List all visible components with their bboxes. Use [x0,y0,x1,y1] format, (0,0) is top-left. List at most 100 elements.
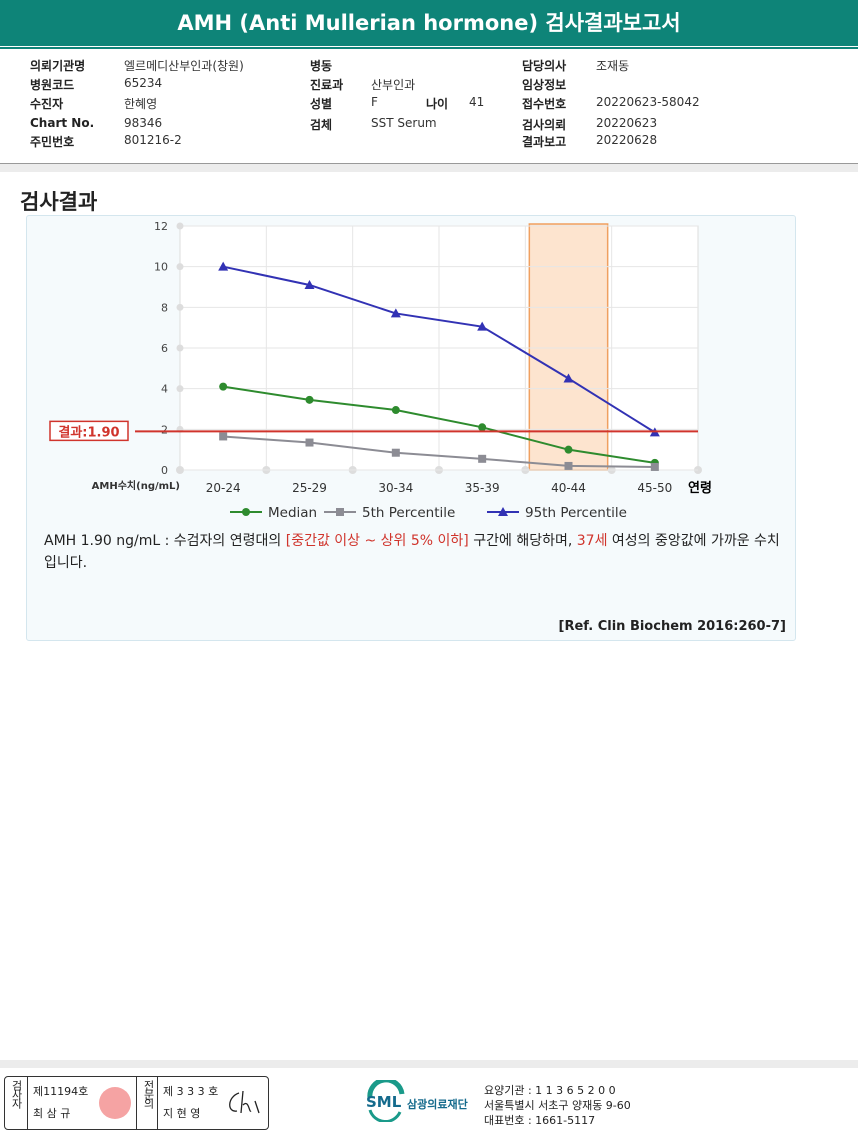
y-tick-label: 6 [161,342,168,355]
interpretation: AMH 1.90 ng/mL : 수검자의 연령대의 [중간값 이상 ~ 상위 … [44,530,784,574]
org-logo-mark [367,1080,405,1122]
highlight-band [528,223,609,471]
y-tick-label: 0 [161,464,168,477]
marker [477,321,488,331]
marker [305,395,314,404]
marker [304,279,315,289]
field-value: 98346 [124,116,163,130]
field-label: 접수번호 [522,97,567,111]
specialist-name: 지 현 영 [163,1107,201,1120]
marker [478,423,487,432]
marker [564,445,573,454]
field-value: 20220623-58042 [596,95,700,109]
specialist-license: 제 3 3 3 호 [163,1085,219,1098]
field-label: Chart No. [30,116,95,130]
field-value: 조재동 [596,59,630,73]
divider [0,163,858,172]
legend-label: 95th Percentile [525,505,627,521]
interp-range: [중간값 이상 ~ 상위 5% 이하] [285,533,469,549]
field-label: 임상정보 [522,78,567,92]
interp-text: 구간에 해당하며, [468,533,577,549]
marker [219,432,228,441]
marker [305,438,314,447]
header-rule [0,47,858,49]
org-logo: SML [366,1093,402,1111]
signature-box: 검사자 제11194호 최 삼 규 전문의 제 3 3 3 호 지 현 영 [4,1076,269,1130]
section-title: 검사결과 [20,190,98,214]
marker [391,406,400,415]
result-label-box [49,420,129,442]
field-label: 병원코드 [30,78,75,92]
legend-marker [242,508,250,516]
examiner-name: 최 삼 규 [33,1107,71,1120]
series-line [222,265,656,434]
cell-rule [136,1077,137,1129]
field-value: 산부인과 [371,78,416,92]
marker [478,454,487,463]
y-tick-label: 12 [154,220,168,233]
field-value: F [371,95,378,109]
x-tick-label: 35-39 [465,481,500,495]
axis-dot [176,466,184,474]
seal [99,1087,131,1119]
axis-dot [176,303,184,311]
marker [218,261,229,271]
field-value: 한혜영 [124,97,158,111]
interp-text: AMH 1.90 ng/mL : 수검자의 연령대의 [44,533,286,549]
chart: 0 2 4 6 8 10 12 20-24 25-29 30-34 35-39 40-44 45-50 연… [49,220,712,521]
signature [229,1090,260,1114]
cell-rule [157,1077,158,1129]
y-tick-label: 8 [161,301,168,314]
field-value: 20220623 [596,116,658,130]
field-value: 801216-2 [124,133,182,147]
field-label: 성별 [310,97,333,111]
field-label: 수진자 [30,97,64,111]
legend-marker [498,507,508,516]
interp-text: 여성의 중앙값에 가까운 수치입니다. [44,533,780,571]
report-title: AMH (Anti Mullerian hormone) 검사결과보고서 [0,0,858,46]
org-line: 요양기관 : 1 1 3 6 5 2 0 0 [484,1084,616,1097]
examiner-label: 검사자 [10,1080,23,1107]
series-line [223,435,655,468]
marker [391,448,400,457]
field-value: 엘르메디산부인과(창원) [124,59,244,73]
y-tick-label: 10 [154,261,168,274]
y-tick-label: 2 [161,423,168,436]
field-label: 담당의사 [522,59,567,73]
legend-label: Median [268,505,317,521]
result-label: 결과:1.90 [58,424,119,440]
field-label: 주민번호 [30,135,75,149]
series-line [223,385,655,464]
field-label: 의뢰기관명 [30,59,86,73]
x-tick-label: 25-29 [292,481,327,495]
x-tick-label: 30-34 [378,481,413,495]
org-name: 삼광의료재단 [407,1098,468,1111]
field-value: 65234 [124,76,163,90]
org-line: 서울특별시 서초구 양재동 9-60 [484,1099,631,1112]
org-line: 대표번호 : 1661-5117 [484,1114,596,1127]
marker [564,461,573,470]
field-label: 결과보고 [522,135,567,149]
axis-dot [176,385,184,393]
marker [219,382,228,391]
field-label: 나이 [426,97,449,111]
axis-dot [176,344,184,352]
field-label: 병동 [310,59,333,73]
field-value: 41 [469,95,485,109]
divider [0,1060,858,1068]
x-axis-label: 연령 [688,481,712,496]
field-label: 진료과 [310,78,344,92]
marker [563,373,574,383]
legend-marker [336,508,344,516]
specialist-label: 전문의 [142,1080,155,1107]
marker [650,462,659,471]
legend-label: 5th Percentile [362,505,455,521]
interp-age: 37세 [576,533,608,549]
axis-dot [176,263,184,271]
field-value: SST Serum [371,116,437,130]
y-axis-label: AMH수치(ng/mL) [92,479,180,492]
axis-dot [176,222,184,230]
field-label: 검사의뢰 [522,118,567,132]
x-tick-label: 45-50 [637,481,672,495]
